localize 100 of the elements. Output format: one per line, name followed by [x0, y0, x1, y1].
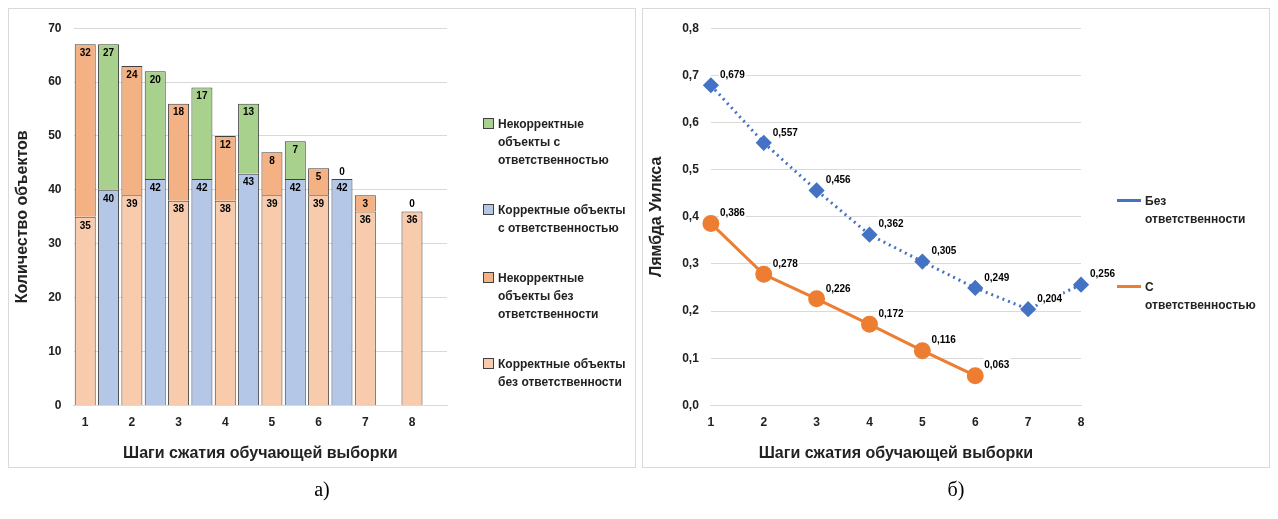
data-label: 24: [126, 68, 138, 80]
legend-label: Некорректные объекты без ответственности: [498, 270, 600, 323]
y-tick-label: 0,2: [682, 303, 700, 318]
data-label: 0,256: [1090, 268, 1116, 280]
y-tick-label: 0,7: [682, 67, 700, 82]
x-tick-label: 4: [221, 414, 229, 429]
legend-label: Без ответственности: [1145, 193, 1247, 228]
data-label: 36: [359, 214, 372, 226]
data-label: 3: [362, 198, 369, 209]
point: [755, 265, 773, 283]
data-label: 43: [243, 176, 255, 188]
point: [1073, 277, 1089, 293]
data-label: 20: [149, 74, 162, 86]
data-label: 0,226: [825, 282, 852, 294]
legend-label: Корректные объекты с ответственностью: [498, 202, 627, 237]
data-label: 0,063: [984, 359, 1010, 371]
data-label: 0,249: [984, 271, 1010, 283]
data-label: 42: [149, 181, 162, 193]
y-tick-label: 20: [48, 289, 62, 304]
point: [914, 254, 930, 270]
y-tick-label: 60: [48, 74, 62, 89]
y-axis-title: Количество объектов: [13, 130, 31, 304]
x-tick-label: 1: [81, 414, 89, 429]
x-tick-label: 1: [707, 414, 715, 429]
y-tick-label: 0,8: [682, 20, 700, 35]
data-label: 0: [339, 165, 346, 177]
point: [756, 135, 772, 151]
x-tick-label: 4: [866, 414, 874, 429]
data-label: 42: [336, 181, 348, 193]
data-label: 0,679: [719, 69, 746, 80]
x-tick-label: 5: [268, 414, 276, 429]
data-label: 42: [289, 181, 302, 193]
x-tick-label: 6: [315, 414, 323, 429]
y-tick-label: 0,3: [682, 256, 700, 271]
data-label: 0,278: [772, 258, 799, 270]
x-tick-label: 8: [408, 414, 416, 429]
data-label: 0,204: [1037, 292, 1063, 304]
point: [967, 280, 983, 296]
x-tick-label: 3: [813, 414, 821, 429]
data-label: 0,456: [825, 174, 852, 186]
y-tick-label: 0,5: [682, 161, 700, 176]
y-tick-label: 0: [54, 397, 62, 412]
data-label: 8: [269, 154, 276, 166]
data-label: 0,172: [878, 308, 904, 320]
x-tick-label: 6: [971, 414, 979, 429]
legend-label: Корректные объекты без ответственности: [498, 356, 627, 391]
legend-label: Некорректные объекты с ответственностью: [498, 116, 610, 169]
data-label: 0,557: [772, 126, 799, 138]
data-label: 39: [126, 198, 138, 209]
x-tick-label: 5: [919, 414, 927, 429]
data-label: 40: [103, 192, 115, 204]
data-label: 38: [219, 203, 232, 215]
data-label: 38: [173, 203, 185, 215]
data-label: 5: [315, 171, 322, 183]
point: [1020, 301, 1036, 317]
data-label: 39: [266, 198, 278, 209]
point: [913, 342, 931, 360]
x-tick-label: 7: [361, 414, 369, 429]
y-tick-label: 50: [48, 128, 62, 143]
x-tick-label: 3: [175, 414, 183, 429]
data-label: 39: [313, 198, 325, 209]
y-tick-label: 40: [48, 182, 62, 197]
data-label: 32: [79, 47, 92, 59]
data-label: 0,362: [878, 218, 904, 230]
y-tick-label: 30: [48, 236, 62, 251]
x-axis-title: Шаги сжатия обучающей выборки: [758, 443, 1034, 461]
data-label: 0,305: [931, 245, 957, 257]
data-label: 35: [79, 219, 92, 231]
data-label: 7: [292, 144, 299, 156]
y-tick-label: 0,4: [682, 209, 700, 224]
point: [703, 77, 719, 93]
point: [862, 227, 877, 243]
text: а): [314, 478, 330, 501]
point: [808, 290, 826, 308]
x-axis-title: Шаги сжатия обучающей выборки: [123, 443, 398, 461]
point: [966, 367, 984, 385]
y-tick-label: 0,0: [682, 397, 700, 412]
data-label: 12: [219, 138, 232, 150]
point: [809, 182, 825, 198]
y-tick-label: 70: [48, 20, 62, 35]
y-tick-label: 10: [48, 343, 62, 358]
text: б): [947, 478, 965, 501]
data-label: 0: [409, 198, 416, 210]
point: [702, 214, 720, 232]
x-tick-label: 7: [1024, 414, 1032, 429]
y-tick-label: 0,1: [682, 350, 700, 365]
x-tick-label: 2: [760, 414, 768, 429]
y-tick-label: 0,6: [682, 114, 700, 129]
data-label: 13: [243, 106, 255, 118]
data-label: 18: [173, 106, 185, 118]
data-label: 0,116: [931, 334, 957, 346]
data-label: 0,386: [719, 207, 746, 219]
x-tick-label: 2: [128, 414, 136, 429]
point: [861, 315, 878, 333]
data-label: 27: [103, 47, 115, 59]
data-label: 42: [196, 181, 208, 193]
legend-label: С ответственностью: [1145, 279, 1257, 314]
y-axis-title: Лямбда Уилкса: [647, 156, 665, 277]
data-label: 17: [196, 90, 208, 102]
x-tick-label: 8: [1077, 414, 1085, 429]
